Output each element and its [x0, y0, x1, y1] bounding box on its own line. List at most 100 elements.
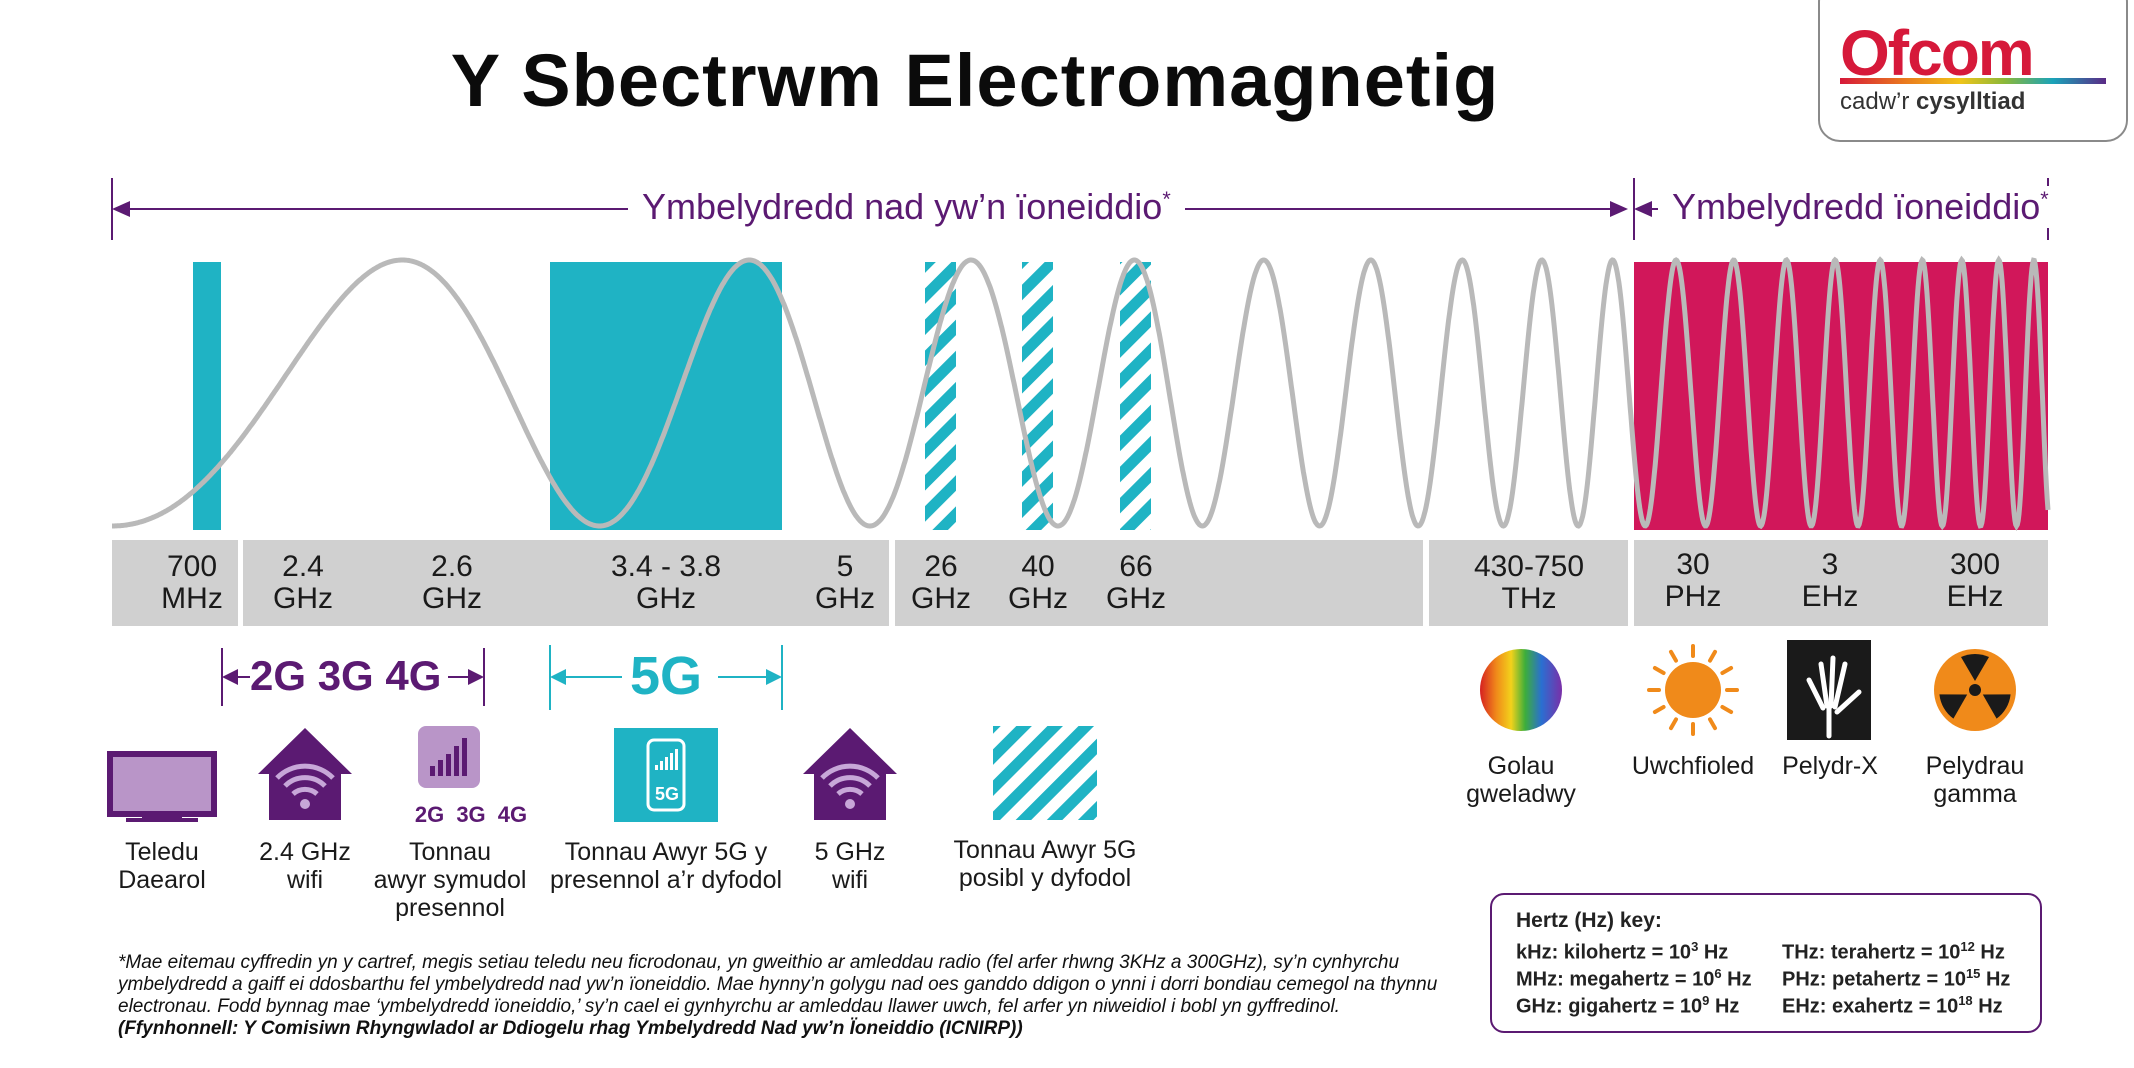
caption-line: Uwchfioled: [1631, 752, 1755, 780]
key-text: GHz: gigahertz = 10: [1516, 995, 1703, 1018]
ionising-asterisk: *: [2040, 186, 2049, 211]
key-exponent: 6: [1714, 966, 1722, 981]
caption-tv: Teledu Daearol: [92, 838, 232, 894]
freq-value: 40: [1021, 550, 1055, 583]
house-wifi-icon-5ghz: [803, 728, 897, 820]
freq-unit: GHz: [1106, 582, 1166, 615]
xray-hand-icon: [1787, 640, 1871, 740]
key-exponent: 3: [1691, 939, 1699, 954]
fiveg-phone-badge: 5G: [654, 784, 679, 804]
logo-wordmark: Ofcom: [1840, 17, 2035, 89]
fiveg-phone-icon: [614, 728, 718, 822]
freq-value: 3.4 - 3.8: [610, 550, 722, 583]
logo-tagline-plain: cadw’r: [1840, 88, 1917, 115]
caption-line: 5 GHz: [814, 838, 886, 866]
ionising-label: Ymbelydredd ïoneiddio*: [1658, 186, 2063, 228]
key-text: MHz: megahertz = 10: [1516, 968, 1715, 991]
caption-line: Daearol: [118, 866, 206, 894]
key-unit: Hz: [1972, 995, 2003, 1018]
footnote-source: (Ffynhonnell: Y Comisiwn Rhyngwladol ar …: [118, 1018, 1023, 1039]
caption-fiveg-future: Tonnau Awyr 5G posibl y dyfodol: [940, 836, 1150, 892]
caption-line: Pelydr-X: [1782, 752, 1878, 780]
caption-line: presennol a’r dyfodol: [549, 866, 783, 894]
freq-unit: PHz: [1664, 580, 1722, 613]
caption-visible-light: Golau gweladwy: [1456, 752, 1586, 808]
hertz-key: Hertz (Hz) key: kHz: kilohertz = 103 Hz …: [1490, 893, 2042, 1033]
freq-unit: EHz: [1946, 580, 2004, 613]
freq-label-30phz: 30 PHz: [1648, 549, 1738, 613]
freq-value: 26: [924, 550, 958, 583]
caption-line: wifi: [286, 866, 324, 894]
uv-sun-icon: [1647, 644, 1739, 736]
key-exponent: 18: [1958, 993, 1973, 1008]
freq-value: 2.6: [431, 550, 473, 583]
key-exponent: 15: [1965, 966, 1981, 981]
freq-unit: MHz: [161, 582, 223, 615]
logo-tagline-bold: cysylltiad: [1916, 88, 2026, 115]
key-exponent: 12: [1960, 939, 1975, 954]
freq-value: 30: [1676, 548, 1710, 581]
logo-tagline: cadw’r cysylltiad: [1840, 88, 2025, 116]
caption-wifi-5ghz: 5 GHz wifi: [790, 838, 910, 894]
key-text: PHz: petahertz = 10: [1782, 968, 1966, 991]
freq-value: 66: [1119, 550, 1153, 583]
key-text: kHz: kilohertz = 10: [1516, 941, 1692, 964]
generations-label: 2G 3G 4G: [250, 652, 442, 699]
fiveg-bracket: [549, 645, 783, 710]
key-entry-mhz: MHz: megahertz = 106 Hz: [1516, 966, 1752, 992]
visible-light-icon: [1480, 649, 1562, 731]
ofcom-logo: Ofcom cadw’r cysylltiad: [1818, 0, 2128, 142]
caption-line: posibl y dyfodol: [958, 864, 1132, 892]
mobile-signal-icon: [418, 726, 480, 788]
page-title: Y Sbectrwm Electromagnetig: [450, 39, 1500, 122]
freq-label-3-4-3-8ghz: 3.4 - 3.8 GHz: [576, 551, 756, 615]
caption-line: gamma: [1933, 780, 2017, 808]
freq-label-2-4ghz: 2.4 GHz: [253, 551, 353, 615]
freq-label-26ghz: 26 GHz: [898, 551, 984, 615]
band-3-4-3-8ghz: [550, 262, 782, 530]
freq-unit: GHz: [273, 582, 333, 615]
sun-ray: [1652, 705, 1666, 714]
radiation-icon: [1934, 649, 2016, 731]
freq-value: 300: [1949, 548, 2001, 581]
freq-unit: THz: [1501, 582, 1557, 615]
footnote: *Mae eitemau cyffredin yn y cartref, meg…: [118, 952, 1458, 1040]
sun-ray: [1652, 666, 1666, 675]
non-ionising-text: Ymbelydredd nad yw’n ïoneiddio: [642, 186, 1163, 227]
logo-rainbow-stripe: [1840, 78, 2106, 84]
freq-label-430-750thz: 430-750 THz: [1439, 551, 1619, 615]
ionising-text: Ymbelydredd ïoneiddio: [1672, 186, 2041, 227]
key-unit: Hz: [1980, 968, 2011, 991]
freq-value: 430-750: [1473, 550, 1585, 583]
key-entry-phz: PHz: petahertz = 1015 Hz: [1782, 966, 2010, 992]
fiveg-label: 5G: [630, 646, 703, 706]
freq-unit: GHz: [911, 582, 971, 615]
caption-line: gweladwy: [1466, 780, 1576, 808]
caption-xray: Pelydr-X: [1775, 752, 1885, 780]
house-wifi-icon-2-4ghz: [258, 728, 352, 820]
freq-value: 5: [836, 550, 854, 583]
freq-unit: GHz: [636, 582, 696, 615]
freq-unit: GHz: [815, 582, 875, 615]
tv-icon: [107, 751, 217, 822]
freq-bar-ghz-low: [243, 540, 889, 626]
mobile-generations-badge: 2G 3G 4G: [414, 802, 528, 827]
key-unit: Hz: [1709, 995, 1740, 1018]
footnote-body: *Mae eitemau cyffredin yn y cartref, meg…: [118, 952, 1438, 1017]
fiveg-future-icon: [993, 726, 1097, 820]
freq-bar-700mhz: [112, 540, 238, 626]
freq-unit: GHz: [422, 582, 482, 615]
caption-line: Tonnau Awyr 5G y: [564, 838, 768, 866]
key-text: EHz: exahertz = 10: [1782, 995, 1959, 1018]
caption-line: presennol: [395, 894, 505, 922]
freq-value: 3: [1821, 548, 1839, 581]
generations-bracket: [221, 648, 485, 706]
caption-line: Pelydrau: [1925, 752, 2025, 780]
electromagnetic-wave: [112, 255, 2051, 532]
freq-label-3ehz: 3 EHz: [1785, 549, 1875, 613]
key-unit: Hz: [1698, 941, 1729, 964]
key-text: THz: terahertz = 10: [1782, 941, 1961, 964]
sun-ray: [1720, 666, 1734, 675]
freq-unit: GHz: [1008, 582, 1068, 615]
caption-wifi-2-4ghz: 2.4 GHz wifi: [240, 838, 370, 894]
